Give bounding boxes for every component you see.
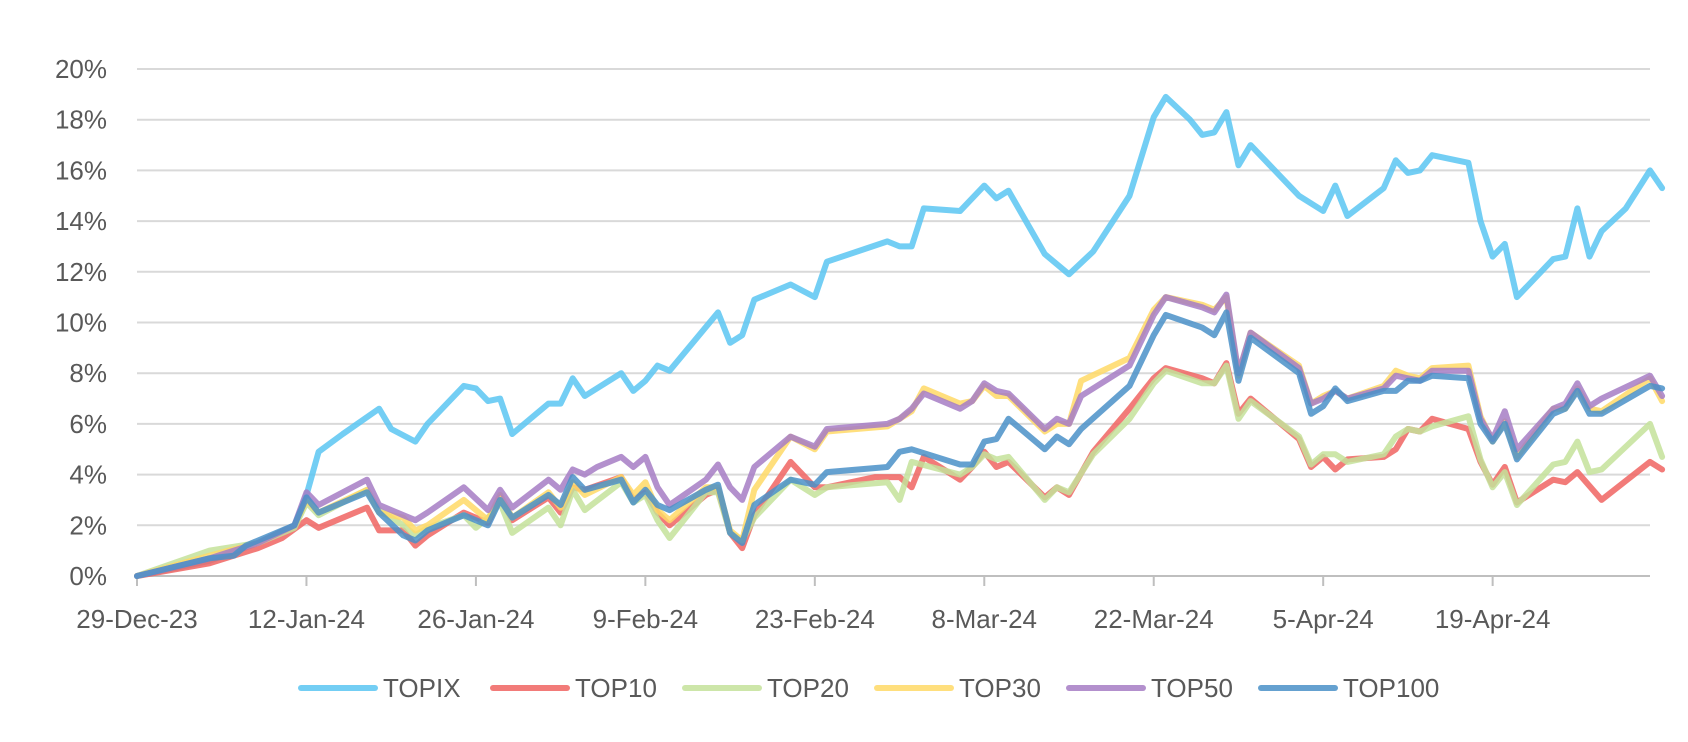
series-line-top30 <box>134 294 1666 579</box>
legend-label-top20: TOP20 <box>767 673 849 703</box>
series-line-top20 <box>134 362 1666 579</box>
legend-label-top10: TOP10 <box>575 673 657 703</box>
legend-label-top100: TOP100 <box>1343 673 1439 703</box>
series-lines <box>134 93 1666 579</box>
y-tick-label: 20% <box>55 54 107 84</box>
x-tick-label: 26-Jan-24 <box>417 604 534 634</box>
y-tick-label: 6% <box>69 409 107 439</box>
y-tick-label: 12% <box>55 257 107 287</box>
legend-label-top50: TOP50 <box>1151 673 1233 703</box>
gridlines <box>137 68 1650 577</box>
y-tick-label: 16% <box>55 155 107 185</box>
y-tick-label: 18% <box>55 105 107 135</box>
series-line-top100 <box>134 309 1666 579</box>
x-tick-label: 22-Mar-24 <box>1094 604 1214 634</box>
x-tick-label: 5-Apr-24 <box>1273 604 1374 634</box>
y-axis-tick-labels: 0% 2% 4% 6% 8% 10% 12% 14% 16% 18% 20% <box>55 54 107 591</box>
y-tick-label: 2% <box>69 510 107 540</box>
series-line-topix <box>134 93 1666 579</box>
x-axis-tick-labels: 29-Dec-23 12-Jan-24 26-Jan-24 9-Feb-24 23-Fe… <box>76 576 1550 634</box>
y-tick-label: 8% <box>69 358 107 388</box>
legend-label-topix: TOPIX <box>383 673 461 703</box>
x-tick-label: 29-Dec-23 <box>76 604 197 634</box>
y-tick-label: 4% <box>69 460 107 490</box>
x-tick-label: 23-Feb-24 <box>755 604 875 634</box>
x-tick-label: 19-Apr-24 <box>1435 604 1551 634</box>
legend: TOPIX TOP10 TOP20 TOP30 TOP50 TOP100 <box>298 673 1439 703</box>
y-tick-label: 10% <box>55 308 107 338</box>
x-tick-label: 8-Mar-24 <box>932 604 1037 634</box>
y-tick-label: 14% <box>55 206 107 236</box>
x-tick-label: 12-Jan-24 <box>248 604 365 634</box>
series-line-top50 <box>134 291 1666 579</box>
legend-label-top30: TOP30 <box>959 673 1041 703</box>
x-tick-label: 9-Feb-24 <box>593 604 699 634</box>
y-tick-label: 0% <box>69 561 107 591</box>
series-line-top10 <box>134 360 1666 579</box>
